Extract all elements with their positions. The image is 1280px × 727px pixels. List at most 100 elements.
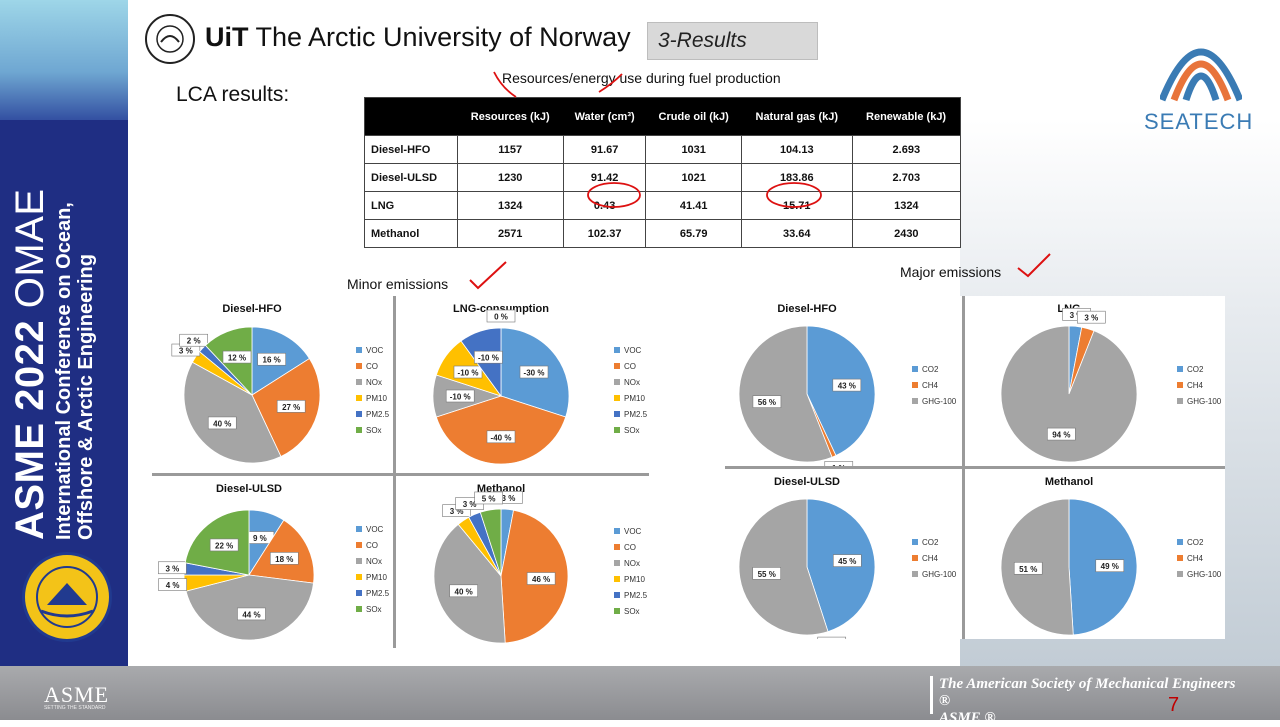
table-cell: 1157 bbox=[456, 135, 564, 164]
row-label: Diesel-ULSD bbox=[364, 163, 458, 192]
table-cell: 91.42 bbox=[562, 163, 647, 192]
legend-label-pm2-5: PM2.5 bbox=[624, 410, 648, 419]
legend-label-co: CO bbox=[624, 543, 636, 552]
legend-swatch-co2 bbox=[1177, 366, 1183, 372]
data-label-box bbox=[237, 607, 266, 621]
pie-slice-sox bbox=[479, 508, 502, 577]
data-label-text: 4 % bbox=[166, 581, 180, 590]
table-cell: 33.64 bbox=[740, 219, 853, 248]
data-label-pm10: 3 % bbox=[171, 343, 201, 357]
data-label-text: -30 % bbox=[524, 369, 545, 378]
legend-label-ghg-100: GHG-100 bbox=[922, 397, 957, 406]
data-label-text: 49 % bbox=[1101, 562, 1119, 571]
data-label-text: 18 % bbox=[275, 555, 293, 564]
table-cell: 1230 bbox=[456, 163, 564, 192]
data-label-text: 3 % bbox=[165, 564, 179, 573]
legend-swatch-co bbox=[614, 363, 620, 369]
table-header-cell: Crude oil (kJ) bbox=[645, 97, 742, 136]
table-cell: 15.71 bbox=[740, 191, 853, 220]
legend-label-sox: SOx bbox=[624, 426, 640, 435]
table-row: Diesel-ULSD 1230 91.42 1021 183.86 2.703 bbox=[364, 163, 962, 192]
data-label-text: 16 % bbox=[263, 356, 281, 365]
data-label-text: 22 % bbox=[215, 541, 233, 550]
data-label-box bbox=[519, 365, 549, 379]
data-label-box bbox=[276, 400, 306, 413]
legend-label-sox: SOx bbox=[366, 605, 382, 614]
data-label-text: 44 % bbox=[242, 610, 260, 619]
data-label-box bbox=[222, 350, 252, 364]
pie-slice-ghg-100 bbox=[1000, 325, 1138, 463]
data-label-box bbox=[1013, 561, 1043, 575]
legend-swatch-nox bbox=[356, 379, 362, 385]
data-label-text: 0 % bbox=[494, 313, 508, 322]
data-label-co2: 49 % bbox=[1095, 559, 1125, 573]
table-header-cell: Water (cm³) bbox=[563, 97, 646, 136]
legend-label-ch4: CH4 bbox=[922, 381, 939, 390]
legend-swatch-sox bbox=[614, 608, 620, 614]
data-label-box bbox=[158, 561, 187, 575]
conference-acronym: OMAE bbox=[8, 188, 52, 320]
pie-chart-minor-lng: LNG-consumption -30 % -40 % -10 % -10 % -10 %… bbox=[432, 303, 648, 465]
data-label-box bbox=[486, 430, 516, 444]
data-label-text: 3 % bbox=[1070, 311, 1084, 320]
legend-label-co: CO bbox=[624, 362, 636, 371]
data-label-sox: 0 % bbox=[486, 309, 516, 323]
chart-panel-minor-diesel-hfo: Diesel-HFO 16 % 27 % 40 % 3 % 2 % 12 % VOC CO NOx… bbox=[152, 296, 393, 473]
legend-label-co: CO bbox=[366, 362, 378, 371]
legend-swatch-ghg-100 bbox=[912, 398, 918, 404]
legend-swatch-nox bbox=[614, 560, 620, 566]
data-label-sox: 22 % bbox=[209, 538, 239, 552]
legend-swatch-ghg-100 bbox=[1177, 571, 1183, 577]
data-label-box bbox=[257, 352, 286, 366]
table-cell: 0.43 bbox=[562, 191, 647, 220]
legend-label-co2: CO2 bbox=[922, 365, 939, 374]
page-number: 7 bbox=[1168, 694, 1180, 716]
data-label-text: 94 % bbox=[1052, 431, 1070, 440]
table-cell: 1324 bbox=[851, 191, 962, 220]
row-label: LNG bbox=[364, 191, 458, 220]
data-label-nox: 44 % bbox=[237, 607, 266, 621]
legend-label-voc: VOC bbox=[366, 346, 384, 355]
legend-label-sox: SOx bbox=[624, 607, 640, 616]
legend-label-voc: VOC bbox=[366, 525, 384, 534]
data-label-box bbox=[1095, 559, 1125, 573]
legend-label-nox: NOx bbox=[624, 378, 640, 387]
legend-swatch-pm2-5 bbox=[356, 590, 362, 596]
data-label-text: -10 % bbox=[458, 369, 479, 378]
table-cell: 1324 bbox=[456, 191, 564, 220]
legend-label-pm2-5: PM2.5 bbox=[366, 589, 390, 598]
data-label-text: -40 % bbox=[491, 433, 512, 442]
data-label-text: 56 % bbox=[758, 398, 776, 407]
data-label-box bbox=[752, 395, 782, 408]
minor-emissions-label: Minor emissions bbox=[347, 276, 449, 292]
pie-slice-ghg-100 bbox=[738, 498, 829, 636]
data-label-box bbox=[1047, 427, 1076, 441]
legend-label-voc: VOC bbox=[624, 346, 642, 355]
data-label-nox: -10 % bbox=[445, 389, 475, 403]
seatech-label: SEATECH bbox=[1144, 109, 1254, 134]
data-label-text: 51 % bbox=[1019, 565, 1037, 574]
legend-swatch-pm2-5 bbox=[614, 411, 620, 417]
data-label-text: 9 % bbox=[253, 534, 267, 543]
chart-panel-major-diesel-ulsd: Diesel-ULSD 45 % 0 % 55 % CO2 CH4 GHG-100 bbox=[725, 469, 962, 650]
data-label-ghg-100: 56 % bbox=[752, 395, 782, 408]
chart-title: Diesel-HFO bbox=[222, 303, 282, 315]
table-cell: 2430 bbox=[851, 219, 962, 248]
legend-label-co2: CO2 bbox=[1187, 538, 1204, 547]
legend-label-co2: CO2 bbox=[922, 538, 939, 547]
data-label-ghg-100: 55 % bbox=[752, 567, 782, 580]
table-cell: 2571 bbox=[456, 219, 564, 248]
legend-swatch-pm2-5 bbox=[614, 592, 620, 598]
data-label-box bbox=[474, 491, 503, 505]
asme-logo: ASME bbox=[44, 682, 110, 707]
data-label-text: 12 % bbox=[228, 354, 246, 363]
data-label-text: -10 % bbox=[450, 393, 471, 402]
data-label-box bbox=[832, 378, 862, 392]
data-label-text: 3 % bbox=[463, 500, 477, 509]
pie-slice-nox bbox=[433, 523, 506, 644]
table-header-cell: Resources (kJ) bbox=[457, 97, 564, 136]
table-row: Methanol 2571 102.37 65.79 33.64 2430 bbox=[364, 219, 962, 248]
data-label-box bbox=[453, 365, 483, 379]
